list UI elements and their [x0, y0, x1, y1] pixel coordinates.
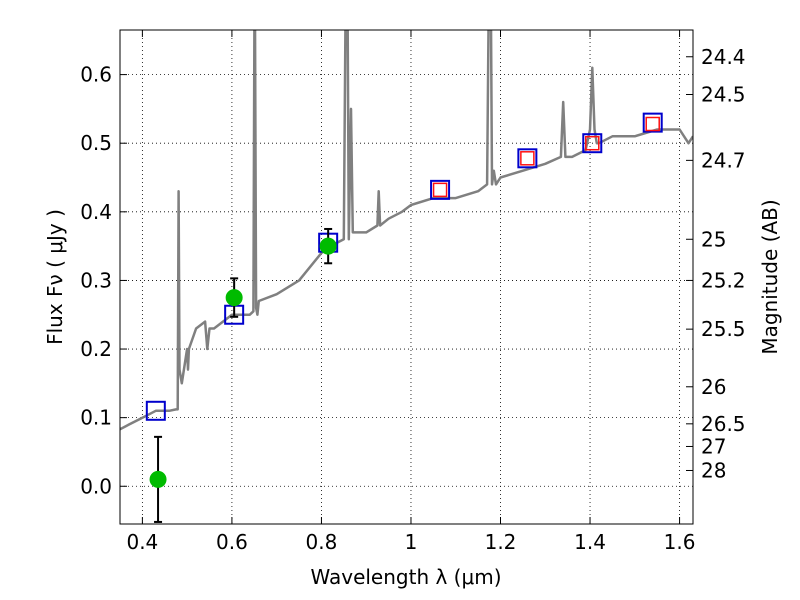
mag-tick-label: 25.5	[701, 317, 746, 341]
mag-tick-label: 26	[701, 375, 726, 399]
model-square-point	[642, 112, 663, 133]
x-tick-label: 1	[405, 530, 418, 554]
y-tick-label: 0.1	[80, 406, 112, 430]
plot-area	[120, 30, 693, 524]
observed-green-point	[149, 470, 167, 488]
observed-green-point	[319, 237, 337, 255]
model-square-point	[430, 179, 451, 200]
model-square-point	[145, 400, 166, 421]
marker-layer	[145, 112, 663, 523]
right-axis-title: Magnitude (AB)	[758, 199, 782, 354]
model-square-point	[517, 148, 538, 169]
y-tick-label: 0.3	[80, 268, 112, 292]
y-tick-label: 0.5	[80, 131, 112, 155]
x-axis-title: Wavelength λ (μm)	[310, 565, 501, 589]
model-square-point	[582, 133, 603, 154]
mag-tick-label: 24.4	[701, 45, 746, 69]
spectrum-layer	[120, 30, 693, 431]
y-tick-label: 0.0	[80, 474, 112, 498]
y-tick-label: 0.6	[80, 63, 112, 87]
spectrum-line	[120, 30, 693, 431]
mag-tick-label: 28	[701, 458, 726, 482]
mag-tick-label: 25	[701, 227, 726, 251]
mag-tick-label: 24.5	[701, 82, 746, 106]
y-tick-label: 0.2	[80, 337, 112, 361]
y-tick-label: 0.4	[80, 200, 112, 224]
observed-green-point	[225, 289, 243, 307]
observed-red-square-point	[432, 182, 448, 198]
mag-tick-label: 25.2	[701, 268, 746, 292]
mag-tick-label: 24.7	[701, 148, 746, 172]
x-tick-label: 0.6	[216, 530, 248, 554]
observed-red-square-point	[585, 135, 600, 151]
x-tick-label: 1.2	[485, 530, 517, 554]
observed-red-square-point	[645, 116, 660, 132]
plot-frame	[119, 29, 694, 525]
mag-tick-label: 26.5	[701, 412, 746, 436]
x-tick-label: 0.8	[306, 530, 338, 554]
x-tick-label: 1.4	[574, 530, 606, 554]
observed-red-square-point	[520, 151, 535, 166]
x-tick-label: 0.4	[126, 530, 158, 554]
y-axis-title: Flux Fν ( μJy )	[43, 209, 67, 345]
x-tick-label: 1.6	[664, 530, 696, 554]
mag-tick-label: 27	[701, 434, 726, 458]
ticks: 0.4 0.6 0.8 1 1.2 1.4 1.6 0.0 0.1 0.2 0.3 0.4 0.5 0.6…	[80, 30, 746, 554]
